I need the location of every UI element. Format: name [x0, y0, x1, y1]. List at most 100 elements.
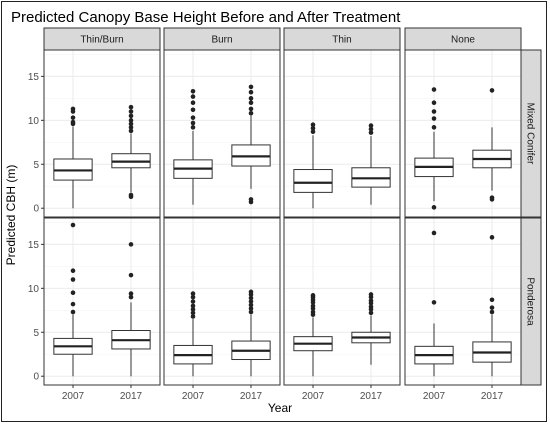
outlier-point — [190, 120, 196, 126]
panel-mixed-conifer-thin-burn — [43, 49, 161, 218]
outlier-point — [248, 96, 254, 101]
panel-border — [404, 49, 522, 218]
outlier-point — [190, 291, 196, 296]
outlier-point — [368, 123, 374, 128]
panel-ponderosa-burn — [163, 217, 281, 386]
outlier-point — [128, 125, 134, 130]
outlier-point — [489, 195, 495, 200]
outlier-point — [128, 104, 134, 110]
outlier-point — [431, 116, 437, 121]
y-tick-label: 5 — [33, 328, 39, 339]
panel-mixed-conifer-burn — [163, 49, 281, 218]
panel-border — [163, 49, 281, 218]
panel-border — [43, 49, 161, 218]
panel-background — [164, 50, 280, 217]
x-tick-label-2017: 2017 — [240, 391, 263, 402]
column-strip-label-burn: Burn — [211, 35, 232, 46]
outlier-point — [70, 119, 76, 125]
outlier-point — [248, 197, 254, 202]
outlier-point — [368, 310, 374, 316]
outlier-point — [190, 303, 196, 309]
outlier-point — [128, 113, 134, 119]
outlier-point — [248, 110, 254, 116]
y-tick-label: 15 — [28, 240, 40, 251]
outlier-point — [128, 242, 134, 247]
outlier-point — [70, 277, 76, 282]
outlier-point — [248, 299, 254, 304]
outlier-point — [70, 106, 76, 112]
y-tick-label: 10 — [28, 116, 40, 127]
panel-border — [43, 217, 161, 386]
row-strip-label-mixed-conifer: Mixed Conifer — [525, 103, 536, 165]
panel-ponderosa-thin — [283, 217, 401, 386]
outlier-point — [190, 100, 196, 106]
panel-ponderosa-none — [404, 217, 522, 386]
outlier-point — [310, 129, 316, 135]
outlier-point — [190, 314, 196, 319]
outlier-point — [431, 125, 437, 130]
y-axis-title: Predicted CBH (m) — [4, 165, 18, 266]
outlier-point — [489, 88, 495, 93]
y-tick-label: 15 — [28, 72, 40, 83]
outlier-point — [368, 304, 374, 310]
x-tick-label-2007: 2007 — [302, 391, 325, 402]
x-tick-label-2007: 2007 — [182, 391, 205, 402]
outlier-point — [310, 309, 316, 315]
outlier-point — [248, 302, 254, 308]
outlier-point — [248, 306, 254, 311]
row-strip-label-ponderosa: Ponderosa — [525, 277, 536, 326]
panel-mixed-conifer-none — [404, 49, 522, 218]
outlier-point — [128, 192, 134, 198]
outlier-point — [248, 84, 254, 90]
outlier-point — [368, 130, 374, 135]
y-tick-label: 0 — [33, 372, 39, 383]
panel-background — [284, 218, 400, 385]
panel-border — [283, 49, 401, 218]
outlier-point — [190, 307, 196, 312]
outlier-point — [368, 126, 374, 132]
outlier-point — [190, 125, 196, 130]
panel-ponderosa-thin-burn — [43, 217, 161, 386]
outlier-point — [190, 89, 196, 94]
outlier-point — [70, 115, 76, 120]
panel-border — [283, 217, 401, 386]
outlier-point — [190, 94, 196, 99]
column-strip-label-thin: Thin — [332, 35, 351, 46]
y-tick-label: 0 — [33, 204, 39, 215]
outlier-point — [70, 309, 76, 315]
y-tick-label: 10 — [28, 284, 40, 295]
facet-panels: Thin/Burn Burn Thin None Mixed Conifer Ponder… — [28, 27, 542, 402]
outlier-point — [190, 299, 196, 304]
outlier-point — [70, 290, 76, 296]
chart-title: Predicted Canopy Base Height Before and … — [11, 9, 401, 26]
panel-background — [44, 218, 160, 385]
outlier-point — [489, 309, 495, 315]
outlier-point — [70, 301, 76, 307]
outlier-point — [489, 235, 495, 240]
panel-mixed-conifer-thin — [283, 49, 401, 218]
outlier-point — [190, 107, 196, 113]
x-tick-label-2007: 2007 — [62, 391, 85, 402]
outlier-point — [248, 309, 254, 315]
outlier-point — [248, 100, 254, 106]
panel-border — [404, 217, 522, 386]
outlier-point — [190, 115, 196, 120]
outlier-point — [431, 300, 437, 305]
x-tick-label-2017: 2017 — [120, 391, 143, 402]
outlier-point — [310, 303, 316, 309]
column-strip-label-none: None — [451, 35, 475, 46]
panel-background — [44, 50, 160, 217]
outlier-point — [128, 121, 134, 127]
outlier-point — [248, 106, 254, 112]
outlier-point — [431, 205, 437, 210]
outlier-point — [310, 122, 316, 128]
outlier-point — [128, 291, 134, 296]
outlier-point — [128, 128, 134, 134]
outlier-point — [368, 292, 374, 297]
outlier-point — [431, 230, 437, 236]
outlier-point — [248, 289, 254, 295]
outlier-point — [190, 310, 196, 316]
outlier-point — [128, 118, 134, 123]
panel-border — [163, 217, 281, 386]
